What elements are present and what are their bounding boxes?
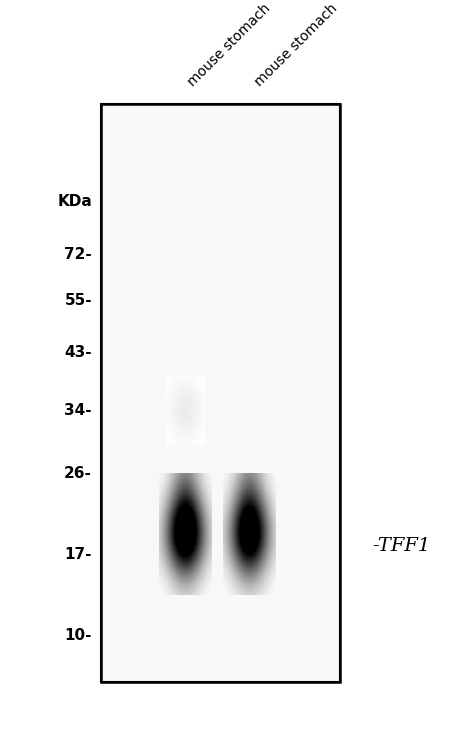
- Text: 43-: 43-: [64, 345, 92, 360]
- Text: KDa: KDa: [57, 194, 92, 210]
- Bar: [101, 104, 340, 682]
- Text: 55-: 55-: [64, 293, 92, 308]
- Text: mouse stomach: mouse stomach: [185, 1, 272, 89]
- Text: 17-: 17-: [64, 547, 92, 562]
- Bar: [101, 104, 340, 682]
- Text: -TFF1: -TFF1: [372, 537, 430, 555]
- Text: 34-: 34-: [64, 402, 92, 418]
- Text: 26-: 26-: [64, 466, 92, 481]
- Text: 10-: 10-: [64, 628, 92, 643]
- Text: mouse stomach: mouse stomach: [252, 1, 339, 89]
- Text: 72-: 72-: [64, 247, 92, 262]
